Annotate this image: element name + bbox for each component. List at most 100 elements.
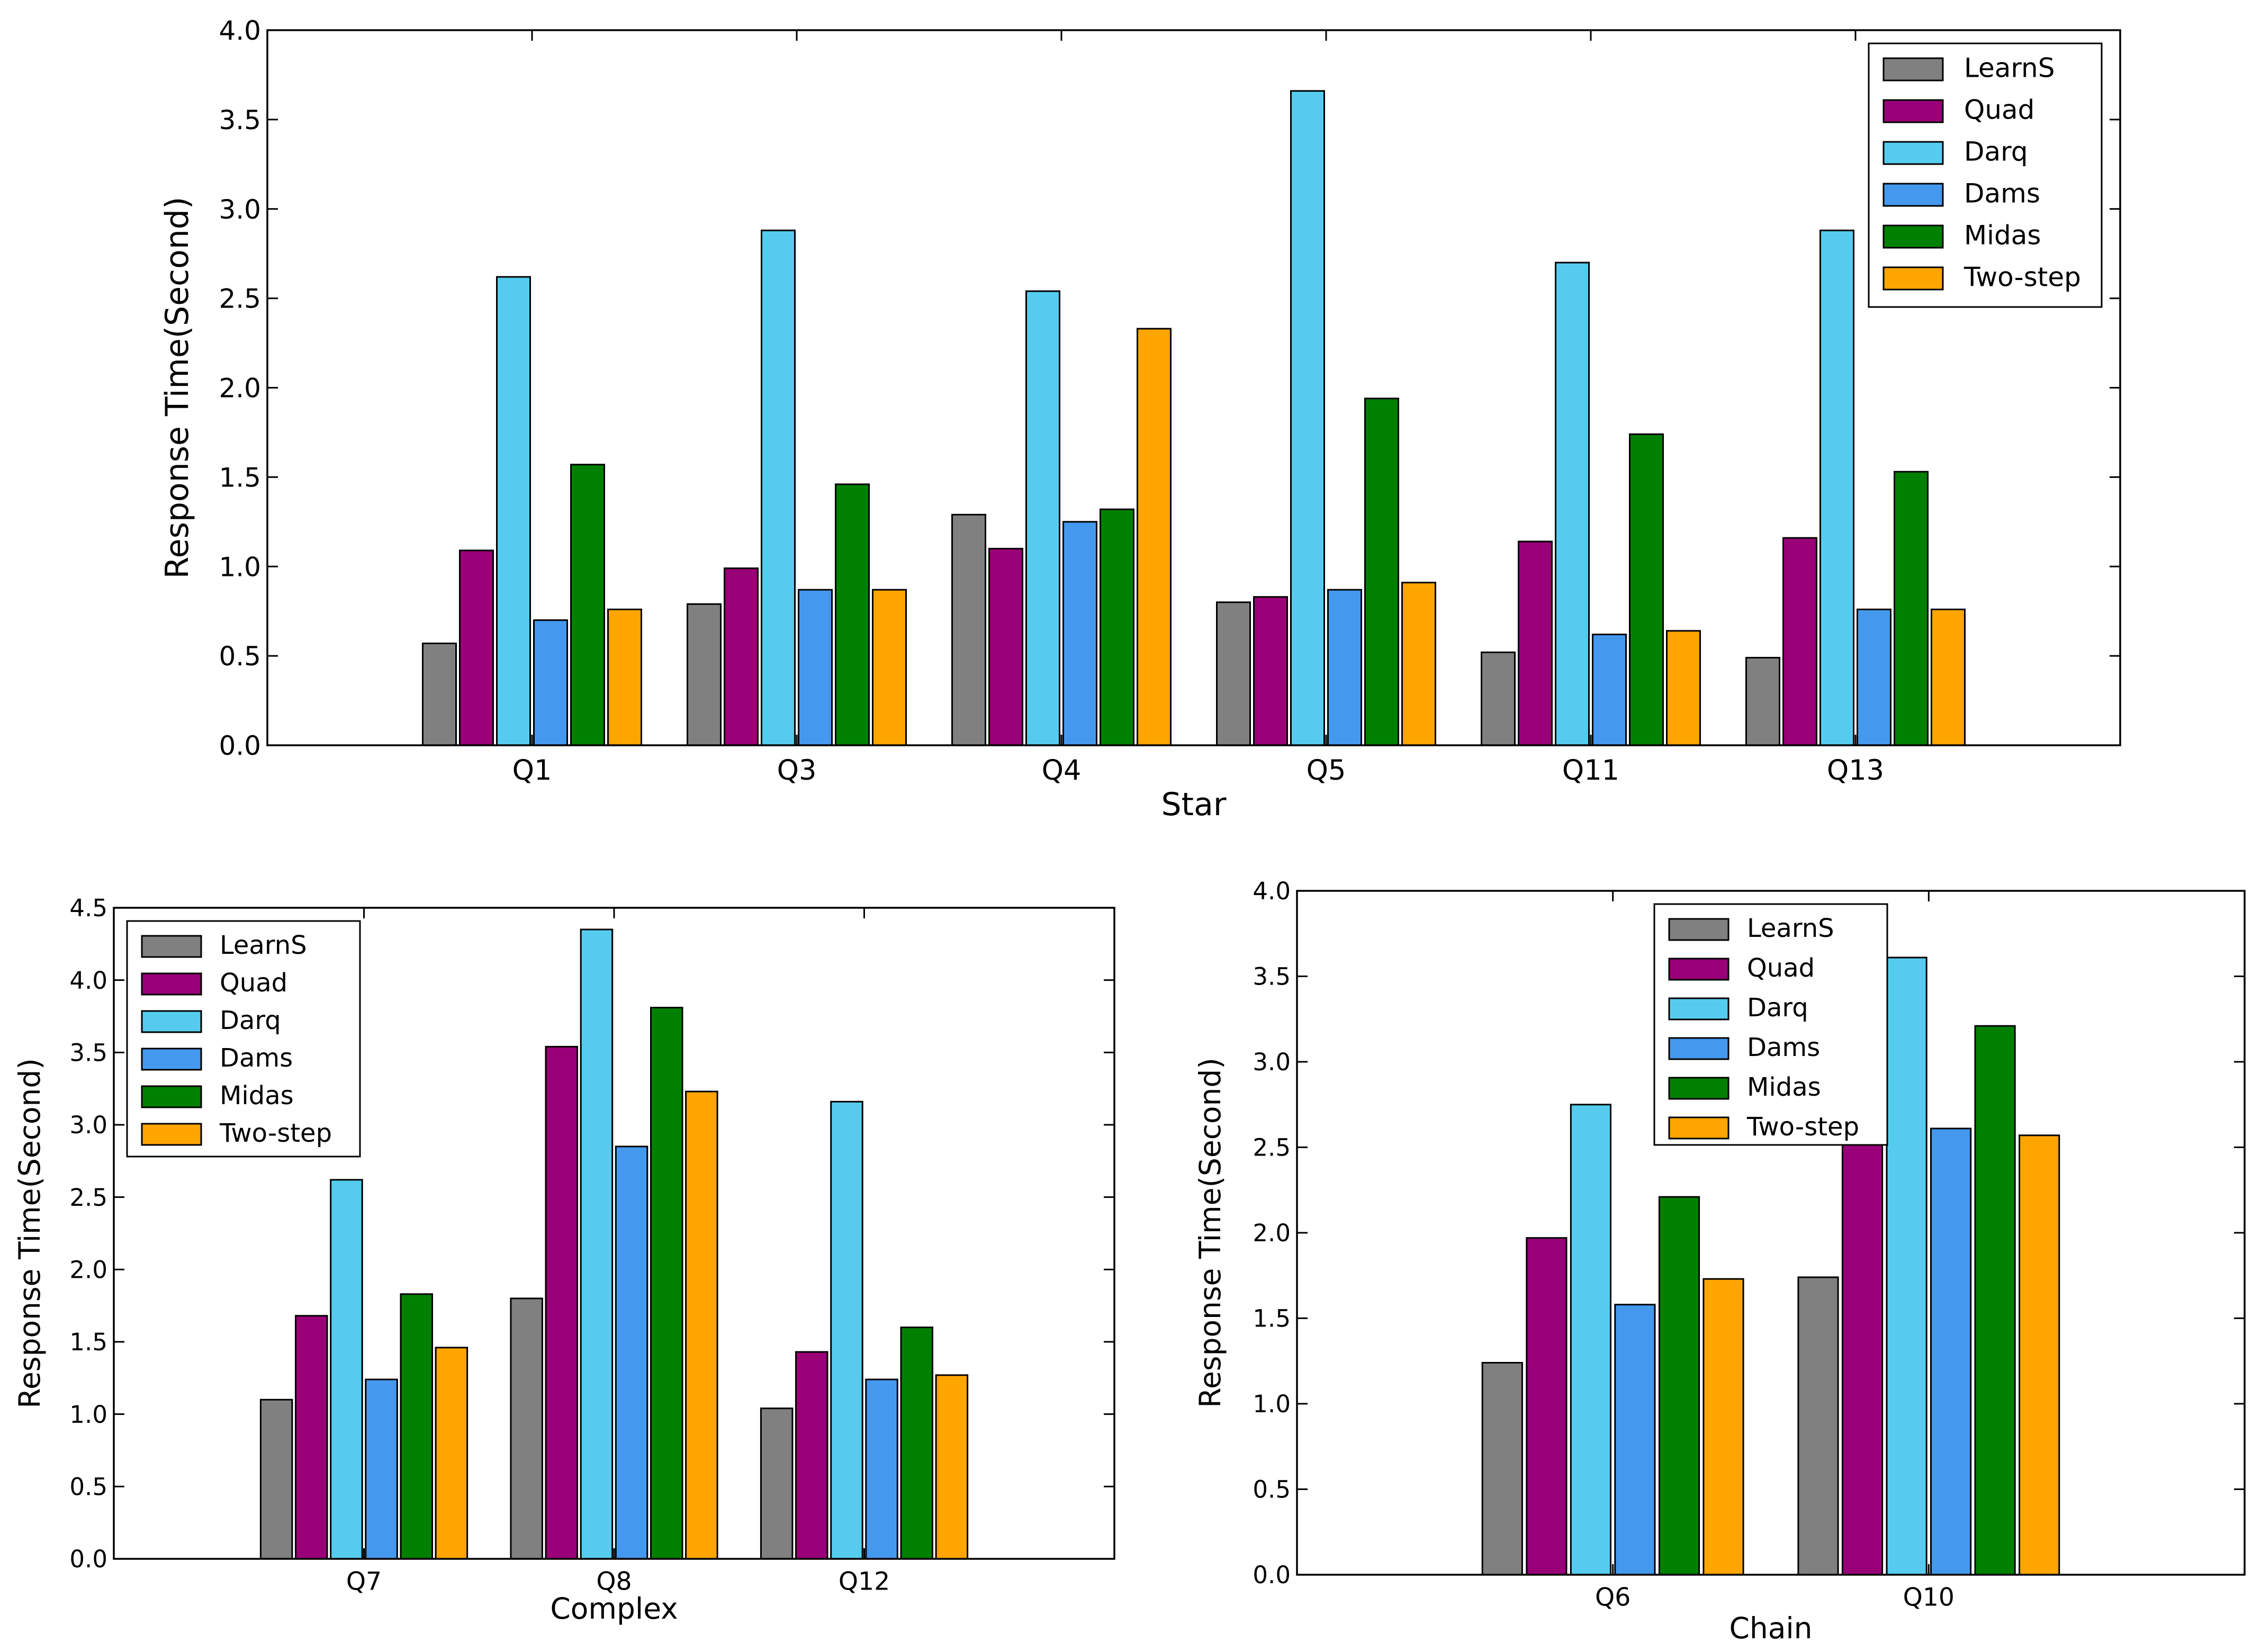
bar-two-step-q3 [872,589,907,746]
y-tick-label: 0.0 [219,730,261,761]
bar-dams-q13 [1857,608,1891,746]
y-tick-label: 0.5 [219,641,261,672]
legend-label-dams: Dams [220,1043,293,1073]
bar-dams-q11 [1592,634,1627,746]
bar-two-step-q1 [607,608,642,746]
bar-midas-q10 [1974,1025,2016,1576]
bar-two-step-q12 [935,1374,969,1560]
x-tick-label-q12: Q12 [839,1567,890,1596]
bar-darq-q12 [830,1100,863,1560]
bar-learns-q13 [1745,657,1780,746]
legend-label-dams: Dams [1964,178,2040,209]
bar-darq-q1 [496,276,531,746]
legend-swatch-midas [1882,224,1944,249]
legend-swatch-quad [1668,958,1729,981]
legend-label-quad: Quad [1964,95,2034,125]
legend: LearnS Quad Darq Dams Midas Two-step [1653,903,1888,1146]
bar-darq-q11 [1555,261,1590,746]
y-tick-label: 1.0 [69,1401,107,1429]
bar-dams-q5 [1327,589,1362,746]
bar-midas-q13 [1894,471,1929,746]
bar-learns-q11 [1481,651,1516,746]
bar-midas-q1 [570,464,605,746]
star-chart: 0.0 0.5 1.0 1.5 2.0 2.5 3.0 3.5 4.0 Q1 Q3 Q4 Q5 Q11 Q1… [159,15,2121,823]
legend-label-quad: Quad [1747,953,1815,983]
y-tick-label: 2.5 [69,1184,107,1212]
bar-dams-q1 [533,619,568,746]
legend-label-midas: Midas [1747,1072,1821,1102]
legend-label-learns: LearnS [220,931,307,960]
y-tick-label: 0.0 [1253,1561,1291,1589]
y-tick-label: 3.5 [69,1039,107,1067]
legend: LearnS Quad Darq Dams Midas Two-step [126,920,361,1158]
y-tick-label: 0.0 [69,1545,107,1573]
x-tick-label-q8: Q8 [596,1567,632,1596]
legend-label-two-step: Two-step [1746,1112,1859,1142]
y-tick-label: 4.0 [69,967,107,995]
bar-two-step-q5 [1401,582,1436,746]
y-tick-label: 3.5 [219,105,261,136]
bar-quad-q10 [1841,1091,1884,1576]
legend-swatch-quad [1882,99,1944,123]
complex-chart: 0.0 0.5 1.0 1.5 2.0 2.5 3.0 3.5 4.0 4.5 Q7 Q8 Q12 Com… [13,894,1115,1626]
bar-darq-q7 [330,1179,363,1560]
legend-swatch-midas [141,1085,202,1108]
legend-swatch-darq [141,1010,202,1033]
legend-label-learns: LearnS [1747,914,1834,943]
y-tick-label: 4.0 [1253,877,1291,905]
y-tick-label: 4.0 [219,15,261,46]
y-axis-label: Response Time(Second) [159,197,196,579]
bar-midas-q4 [1100,508,1134,746]
legend-label-learns: LearnS [1964,53,2055,84]
x-tick-label-q6: Q6 [1595,1583,1631,1612]
legend-label-two-step: Two-step [219,1118,332,1148]
bar-dams-q8 [615,1145,648,1560]
legend-swatch-two-step [1882,266,1944,291]
bar-quad-q12 [795,1351,828,1560]
bar-darq-q3 [761,229,796,746]
bar-two-step-q6 [1702,1278,1744,1576]
bar-dams-q7 [365,1378,398,1560]
x-axis-label: Chain [1729,1611,1812,1645]
y-tick-label: 1.0 [219,552,261,582]
y-axis-label: Response Time(Second) [13,1058,47,1409]
x-tick-label-q1: Q1 [512,754,552,787]
bar-quad-q5 [1253,596,1288,746]
bar-midas-q5 [1364,398,1399,746]
legend-swatch-quad [141,972,202,996]
y-tick-label: 0.5 [1253,1476,1291,1504]
legend-swatch-two-step [141,1123,202,1146]
bar-midas-q7 [400,1293,433,1560]
bar-quad-q1 [459,549,494,746]
bar-learns-q7 [259,1398,293,1560]
x-tick-label-q7: Q7 [346,1567,382,1596]
legend-swatch-midas [1668,1077,1729,1100]
legend-box [1653,903,1888,1146]
bar-learns-q6 [1481,1362,1523,1576]
bar-quad-q8 [545,1045,578,1560]
bar-dams-q12 [865,1378,898,1560]
y-tick-label: 3.0 [69,1111,107,1139]
legend-label-darq: Darq [1964,137,2028,167]
legend-swatch-learns [1882,57,1944,82]
legend-label-midas: Midas [220,1081,294,1111]
bar-darq-q13 [1819,229,1854,746]
bar-dams-q4 [1062,521,1097,746]
bar-quad-q11 [1518,540,1553,746]
x-axis-label: Star [1161,786,1226,823]
legend-box [1868,42,2103,308]
legend-label-darq: Darq [1747,993,1808,1023]
x-tick-label-q10: Q10 [1903,1583,1954,1612]
bar-darq-q4 [1025,290,1060,746]
x-tick-label-q4: Q4 [1042,754,1082,787]
y-tick-label: 2.0 [1253,1219,1291,1247]
bar-two-step-q10 [2019,1134,2060,1576]
y-tick-label: 2.5 [219,284,261,314]
y-tick-label: 3.0 [1253,1048,1291,1076]
bar-learns-q12 [760,1407,794,1560]
y-tick-label: 3.0 [219,194,261,225]
y-tick-label: 4.5 [69,894,107,922]
legend: LearnS Quad Darq Dams Midas Two-step [1868,42,2103,308]
y-tick-label: 2.0 [219,373,261,404]
bar-darq-q5 [1290,90,1325,746]
